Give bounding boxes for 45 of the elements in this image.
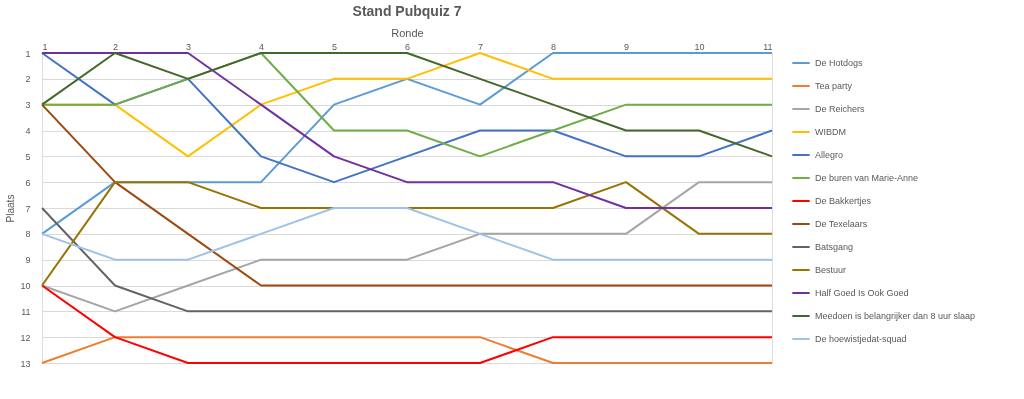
y-tick-label: 2: [25, 74, 31, 85]
legend-label: Batsgang: [815, 242, 854, 252]
x-tick-label: 5: [331, 41, 338, 52]
legend-label: De buren van Marie-Anne: [815, 173, 919, 183]
legend-label: Allegro: [815, 150, 844, 160]
legend-label: Half Goed Is Ook Goed: [815, 288, 909, 298]
y-tick-label: 9: [25, 255, 31, 266]
y-tick-label: 1: [25, 48, 31, 59]
y-tick-label: 12: [20, 332, 31, 343]
x-axis-title: Ronde: [391, 26, 424, 39]
x-tick-label: 8: [550, 41, 557, 52]
y-tick-label: 5: [25, 151, 31, 162]
x-tick-label: 2: [112, 41, 119, 52]
legend-label: De Texelaars: [815, 219, 868, 229]
x-tick-label: 6: [404, 41, 411, 52]
x-tick-label: 3: [185, 41, 192, 52]
line-series: [41, 52, 773, 158]
line-series: [41, 103, 773, 287]
chart-title: Stand Pubquiz 7: [352, 3, 462, 19]
line-series: [41, 181, 773, 287]
y-tick-label: 3: [25, 100, 31, 111]
legend-label: Meedoen is belangrijker dan 8 uur slaap: [815, 311, 976, 321]
x-tick-label: 4: [258, 41, 265, 52]
x-tick-label: 1: [42, 41, 48, 52]
legend-label: De Hotdogs: [815, 58, 864, 68]
legend-label: Tea party: [815, 81, 853, 91]
y-tick-label: 8: [25, 229, 31, 240]
y-tick-label: 13: [20, 358, 31, 369]
line-series: [41, 181, 773, 313]
legend-label: De hoewistjedat-squad: [815, 334, 907, 344]
y-tick-label: 4: [25, 126, 31, 136]
line-series: [41, 52, 773, 184]
y-tick-label: 10: [20, 281, 31, 291]
legend-label: De Reichers: [815, 104, 866, 114]
legend-label: Bestuur: [815, 265, 847, 275]
y-tick-label: 7: [25, 203, 31, 214]
legend-label: De Bakkertjes: [815, 196, 872, 206]
y-tick-label: 11: [21, 306, 31, 317]
x-tick-label: 11: [763, 41, 773, 52]
legend-label: WIBDM: [815, 127, 846, 137]
y-tick-label: 6: [25, 177, 31, 188]
y-axis-title: Plaats: [5, 194, 17, 223]
x-tick-label: 10: [694, 41, 705, 52]
x-tick-label: 7: [477, 41, 484, 52]
x-tick-label: 9: [623, 41, 630, 52]
